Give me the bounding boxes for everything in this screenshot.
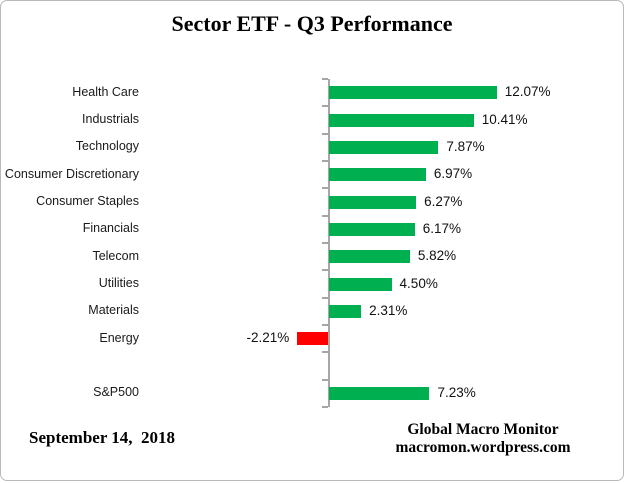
category-label: Health Care xyxy=(72,84,139,99)
axis-tick xyxy=(322,269,328,272)
bar-s-p500 xyxy=(329,386,430,400)
value-label: -2.21% xyxy=(246,330,290,346)
value-label: 6.97% xyxy=(433,166,473,182)
value-label: 6.27% xyxy=(424,193,463,209)
axis-tick xyxy=(322,296,328,299)
category-label: Consumer Discretionary xyxy=(4,166,139,181)
value-axis-zero-line xyxy=(328,79,330,407)
value-label: 12.07% xyxy=(504,84,551,100)
bar-utilities xyxy=(329,277,392,291)
value-label: 5.82% xyxy=(417,248,457,264)
category-label: Consumer Staples xyxy=(36,194,139,208)
source-name: Global Macro Monitor xyxy=(407,421,559,438)
category-label: Energy xyxy=(99,330,139,345)
value-label: 6.17% xyxy=(422,220,462,236)
category-label: Materials xyxy=(88,303,139,318)
axis-tick xyxy=(322,187,328,190)
bar-consumer-staples xyxy=(329,195,417,209)
source-url: macromon.wordpress.com xyxy=(395,439,571,456)
axis-tick xyxy=(322,324,328,326)
bar-consumer-discretionary xyxy=(329,168,426,182)
axis-tick xyxy=(322,351,328,354)
axis-tick xyxy=(322,242,328,244)
category-label: Financials xyxy=(82,221,139,236)
axis-tick xyxy=(322,105,328,108)
bar-industrials xyxy=(329,113,474,127)
axis-tick xyxy=(322,406,328,408)
value-label: 7.23% xyxy=(437,384,476,400)
footer-source: Global Macro Monitor macromon.wordpress.… xyxy=(373,421,593,457)
bar-energy xyxy=(297,332,328,346)
value-label: 2.31% xyxy=(369,302,408,318)
axis-tick xyxy=(322,78,328,80)
bar-materials xyxy=(329,304,362,318)
axis-tick xyxy=(322,160,328,162)
value-label: 7.87% xyxy=(446,138,485,154)
value-label: 4.50% xyxy=(399,275,438,291)
bar-health-care xyxy=(329,86,497,100)
value-label: 10.41% xyxy=(481,111,528,127)
axis-tick xyxy=(322,132,328,135)
category-label: Industrials xyxy=(82,112,139,126)
category-label: Telecom xyxy=(92,248,139,263)
category-label: S&P500 xyxy=(93,385,139,400)
axis-tick xyxy=(322,214,328,217)
footer-date: September 14, 2018 xyxy=(29,428,176,447)
category-label: Technology xyxy=(75,139,139,154)
bar-telecom xyxy=(329,250,410,264)
axis-tick xyxy=(322,378,328,381)
chart-title: Sector ETF - Q3 Performance xyxy=(171,11,453,36)
category-label: Utilities xyxy=(98,276,139,290)
bar-technology xyxy=(329,140,439,154)
bar-financials xyxy=(329,222,415,236)
